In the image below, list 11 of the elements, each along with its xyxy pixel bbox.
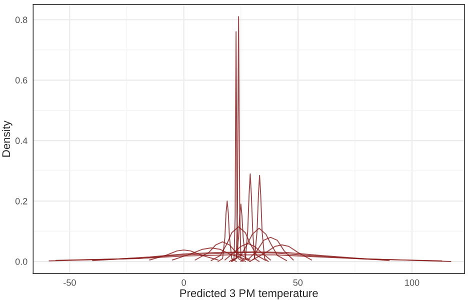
y-axis-title: Density bbox=[2, 120, 12, 157]
y-tick-label: 0.4 bbox=[15, 138, 28, 144]
x-tick-label: -50 bbox=[64, 279, 76, 286]
x-tick-label: 0 bbox=[182, 279, 186, 286]
y-tick-label: 0.8 bbox=[15, 16, 28, 24]
x-axis-title: Predicted 3 PM temperature bbox=[180, 288, 318, 300]
y-tick-label: 0.6 bbox=[15, 77, 28, 84]
x-tick-label: 100 bbox=[405, 279, 420, 286]
y-tick-label: 0.0 bbox=[15, 258, 28, 265]
x-tick-label: 50 bbox=[293, 279, 303, 286]
y-tick-label: 0.2 bbox=[15, 198, 28, 204]
